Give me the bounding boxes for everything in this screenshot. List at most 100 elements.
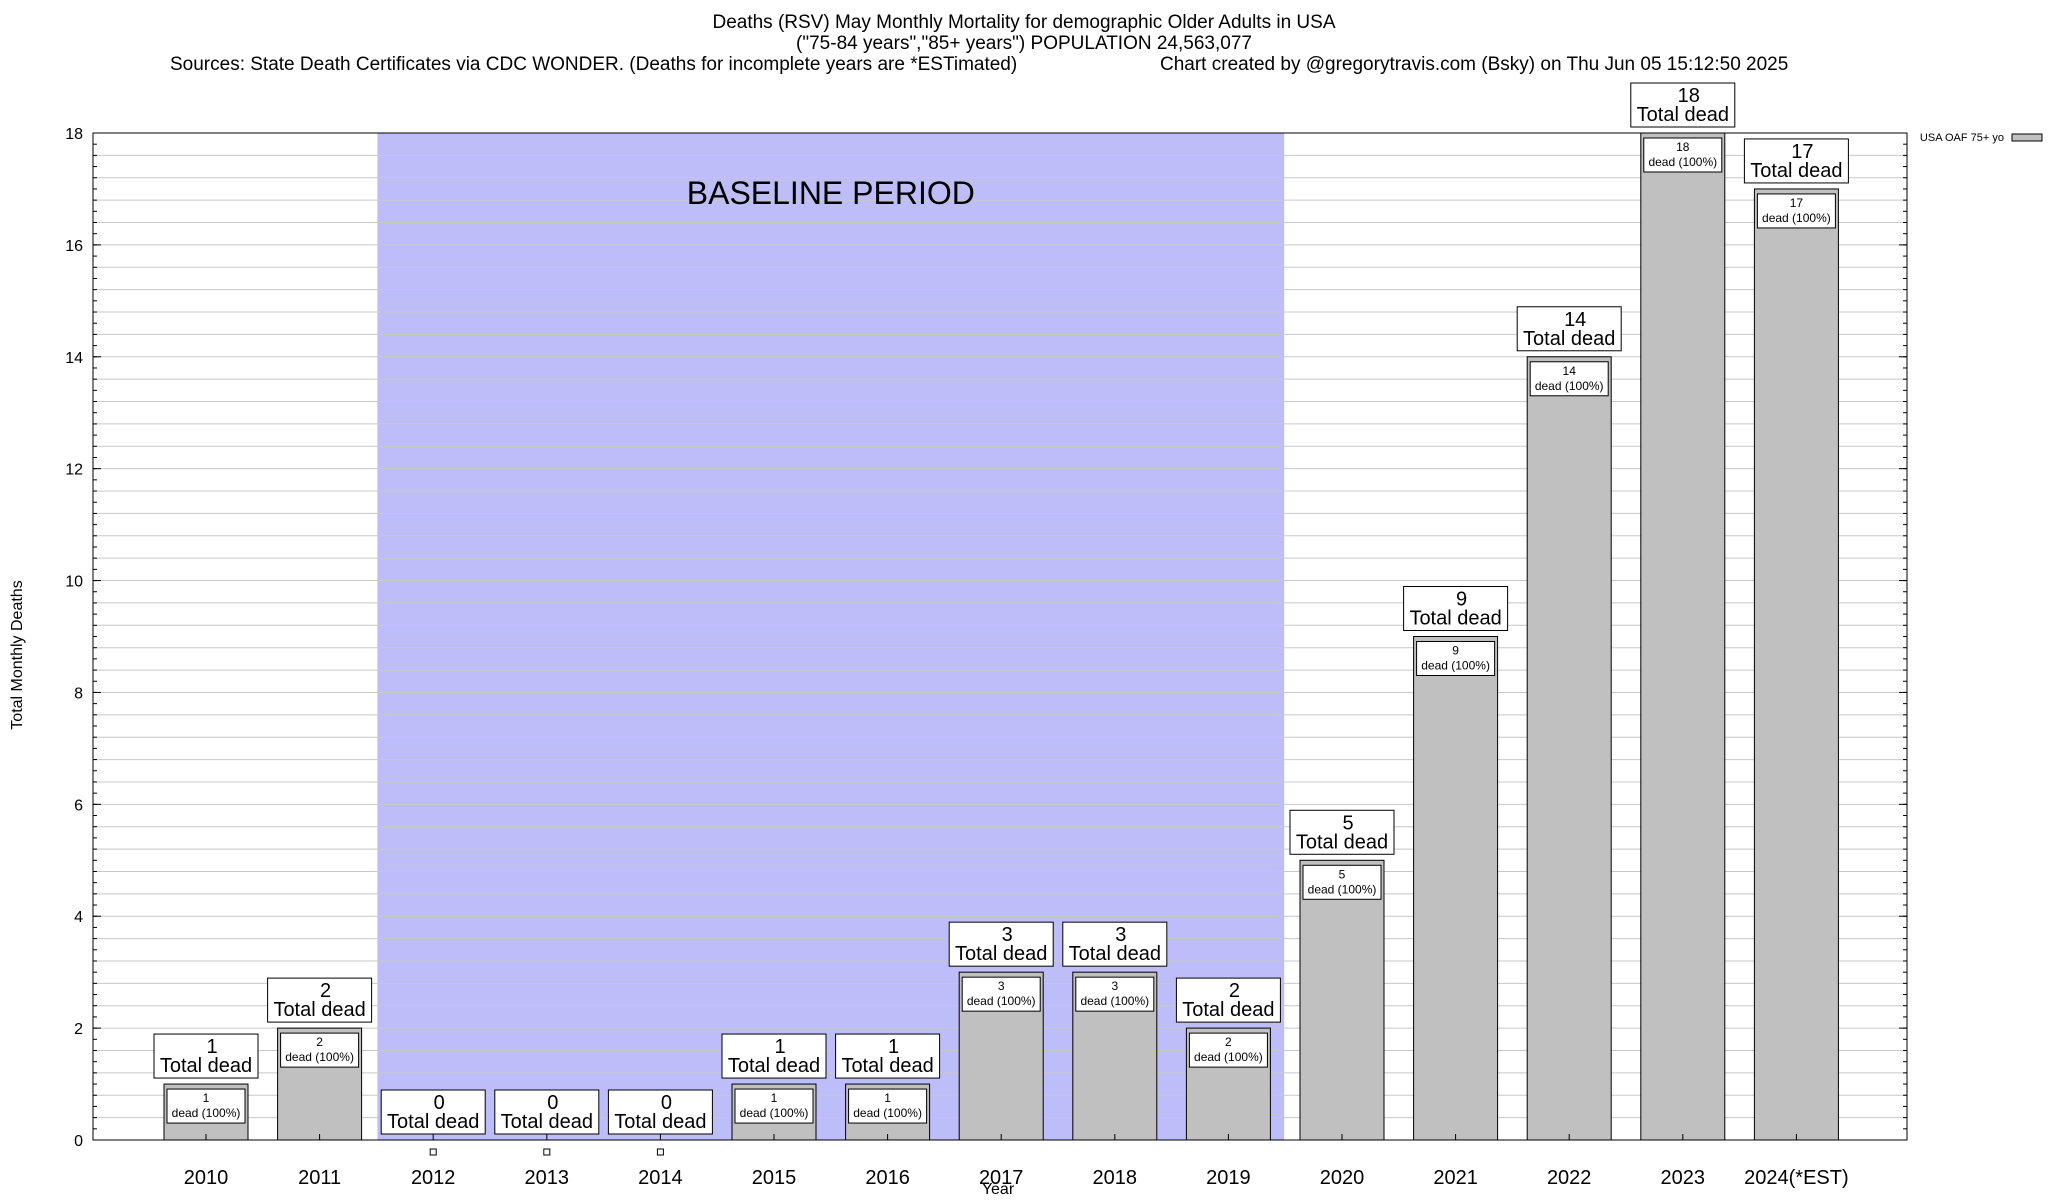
x-tick-label: 2012 [411, 1167, 456, 1189]
y-tick-label: 14 [65, 350, 83, 367]
bar-total-value: 3 [1115, 924, 1126, 946]
y-tick-label: 16 [65, 238, 83, 255]
bar-total-label-box [1743, 138, 1849, 184]
chart-title-line1: Deaths (RSV) May Monthly Mortality for d… [712, 12, 1336, 33]
x-tick-label: 2010 [184, 1167, 229, 1189]
zero-marker [429, 1148, 437, 1156]
bar-inner-label-box [848, 1088, 928, 1124]
bar-inner-label-box [166, 1088, 246, 1124]
bar [1299, 859, 1385, 1141]
bar-total-label: Total dead [841, 1055, 933, 1077]
bar-inner-label-box [1075, 976, 1155, 1012]
bar-inner-label: dead (100%) [1648, 155, 1717, 169]
bar-total-value: 18 [1678, 85, 1700, 107]
bar-inner-value: 2 [316, 1035, 323, 1049]
bar-total-label: Total dead [1637, 104, 1729, 126]
bar-inner-label-box [734, 1088, 814, 1124]
bar-total-value: 9 [1456, 589, 1467, 611]
y-axis-title: Total Monthly Deaths [9, 580, 26, 729]
bar-inner-label: dead (100%) [1194, 1050, 1263, 1064]
chart-sources: Sources: State Death Certificates via CD… [170, 54, 1018, 75]
bar-inner-value: 3 [998, 979, 1005, 993]
bar-total-value: 3 [1002, 924, 1013, 946]
bar [1753, 188, 1839, 1141]
bar-total-label-box [948, 921, 1054, 967]
bar-total-value: 1 [888, 1036, 899, 1058]
x-tick-label: 2024(*EST) [1744, 1167, 1849, 1189]
bar-inner-label: dead (100%) [740, 1106, 809, 1120]
bar-inner-label: dead (100%) [1308, 882, 1377, 896]
legend-swatch [2011, 133, 2043, 142]
bar-inner-value: 14 [1563, 364, 1577, 378]
chart-title-line2: ("75-84 years","85+ years") POPULATION 2… [796, 33, 1252, 54]
bar-total-label: Total dead [1296, 831, 1388, 853]
x-tick-label: 2017 [979, 1167, 1024, 1189]
bar-total-label: Total dead [614, 1111, 706, 1133]
bar-total-label: Total dead [1523, 328, 1615, 350]
y-tick-label: 4 [74, 909, 83, 926]
x-tick-label: 2019 [1206, 1167, 1251, 1189]
bar-inner-label: dead (100%) [1535, 379, 1604, 393]
bar-total-label-box [1516, 306, 1622, 352]
x-axis-title: Year [982, 1181, 1015, 1198]
bar-inner-label-box [1416, 641, 1496, 676]
bar-total-label: Total dead [160, 1055, 252, 1077]
bar-total-label-box [1175, 977, 1281, 1023]
bar-inner-label: dead (100%) [1421, 659, 1490, 673]
y-tick-label: 10 [65, 574, 83, 591]
baseline-period-label: BASELINE PERIOD [687, 175, 975, 211]
bar-inner-label-box [280, 1032, 360, 1068]
bar-inner-label: dead (100%) [967, 994, 1036, 1008]
bar-inner-label: dead (100%) [172, 1106, 241, 1120]
legend-label: USA OAF 75+ yo [1920, 132, 2004, 144]
bar-inner-label: dead (100%) [853, 1106, 922, 1120]
bar-inner-label-box [1529, 361, 1609, 397]
bar-total-label: Total dead [955, 943, 1047, 965]
bar-total-value: 0 [434, 1092, 445, 1114]
y-tick-label: 6 [74, 797, 83, 814]
bar-total-label: Total dead [1409, 608, 1501, 630]
bar-inner-value: 9 [1452, 644, 1459, 658]
bar-total-label-box [1062, 921, 1168, 967]
x-tick-label: 2014 [638, 1167, 683, 1189]
y-tick-label: 8 [74, 685, 83, 702]
y-tick-label: 12 [65, 462, 83, 479]
bar-inner-value: 18 [1676, 140, 1690, 154]
plot-frame [92, 132, 1908, 1141]
bar-total-label-box [267, 977, 373, 1023]
bar-inner-value: 1 [884, 1091, 891, 1105]
zero-marker [543, 1148, 551, 1156]
bar-total-label-box [380, 1089, 486, 1135]
bar-inner-value: 1 [771, 1091, 778, 1105]
bar-inner-label-box [1188, 1032, 1268, 1068]
bar-total-label-box [1289, 809, 1395, 855]
bar-total-value: 1 [206, 1036, 217, 1058]
bar-total-label-box [153, 1033, 259, 1079]
bar-total-label: Total dead [1182, 999, 1274, 1021]
x-tick-label: 2021 [1433, 1167, 1478, 1189]
bar-total-value: 0 [661, 1092, 672, 1114]
zero-marker [656, 1148, 664, 1156]
y-tick-label: 2 [74, 1021, 83, 1038]
bar-inner-value: 1 [203, 1091, 210, 1105]
bar-inner-label-box [1643, 137, 1723, 173]
x-tick-label: 2015 [752, 1167, 797, 1189]
x-tick-label: 2022 [1547, 1167, 1592, 1189]
bar-total-label-box [721, 1033, 827, 1079]
bar-inner-label-box [961, 976, 1041, 1012]
bar-inner-label: dead (100%) [285, 1050, 354, 1064]
bar-total-label: Total dead [387, 1111, 479, 1133]
bar-total-value: 2 [320, 980, 331, 1002]
bar-total-label-box [1630, 82, 1736, 128]
bar-inner-label: dead (100%) [1080, 994, 1149, 1008]
bar-total-value: 14 [1564, 309, 1586, 331]
bar-inner-value: 17 [1790, 196, 1804, 210]
bar-total-value: 1 [774, 1036, 785, 1058]
y-tick-label: 18 [65, 126, 83, 143]
bar-inner-label-box [1302, 864, 1382, 900]
y-tick-label: 0 [74, 1133, 83, 1150]
bar [1526, 356, 1612, 1141]
x-tick-label: 2016 [865, 1167, 910, 1189]
bar-total-value: 0 [547, 1092, 558, 1114]
x-tick-label: 2020 [1320, 1167, 1365, 1189]
